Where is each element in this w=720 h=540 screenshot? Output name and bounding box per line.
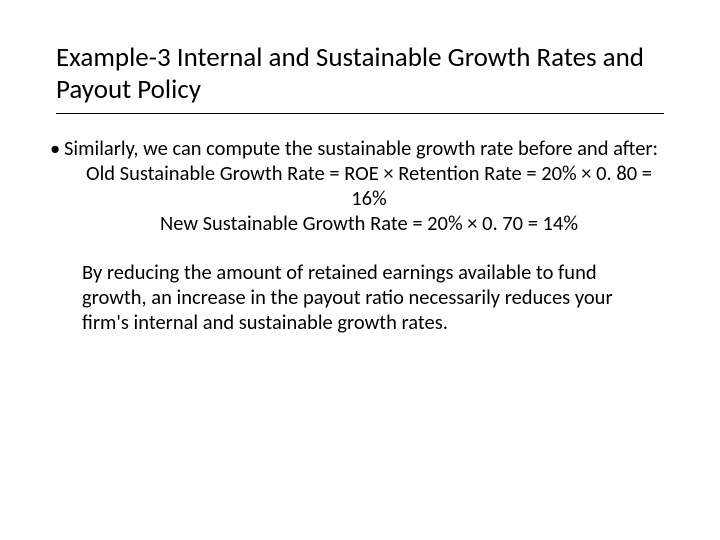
new-formula: New Sustainable Growth Rate = 20% × 0. 7… (68, 211, 670, 236)
slide-title: Example-3 Internal and Sustainable Growt… (56, 42, 664, 114)
bullet-item: • Similarly, we can compute the sustaina… (50, 136, 670, 161)
conclusion-paragraph: By reducing the amount of retained earni… (50, 260, 670, 335)
old-formula: Old Sustainable Growth Rate = ROE × Rete… (68, 161, 670, 211)
slide: Example-3 Internal and Sustainable Growt… (0, 0, 720, 540)
bullet-lead-text: Similarly, we can compute the sustainabl… (64, 136, 658, 161)
formula-block: Old Sustainable Growth Rate = ROE × Rete… (50, 161, 670, 236)
slide-body: • Similarly, we can compute the sustaina… (50, 136, 670, 335)
bullet-marker: • (50, 136, 64, 161)
